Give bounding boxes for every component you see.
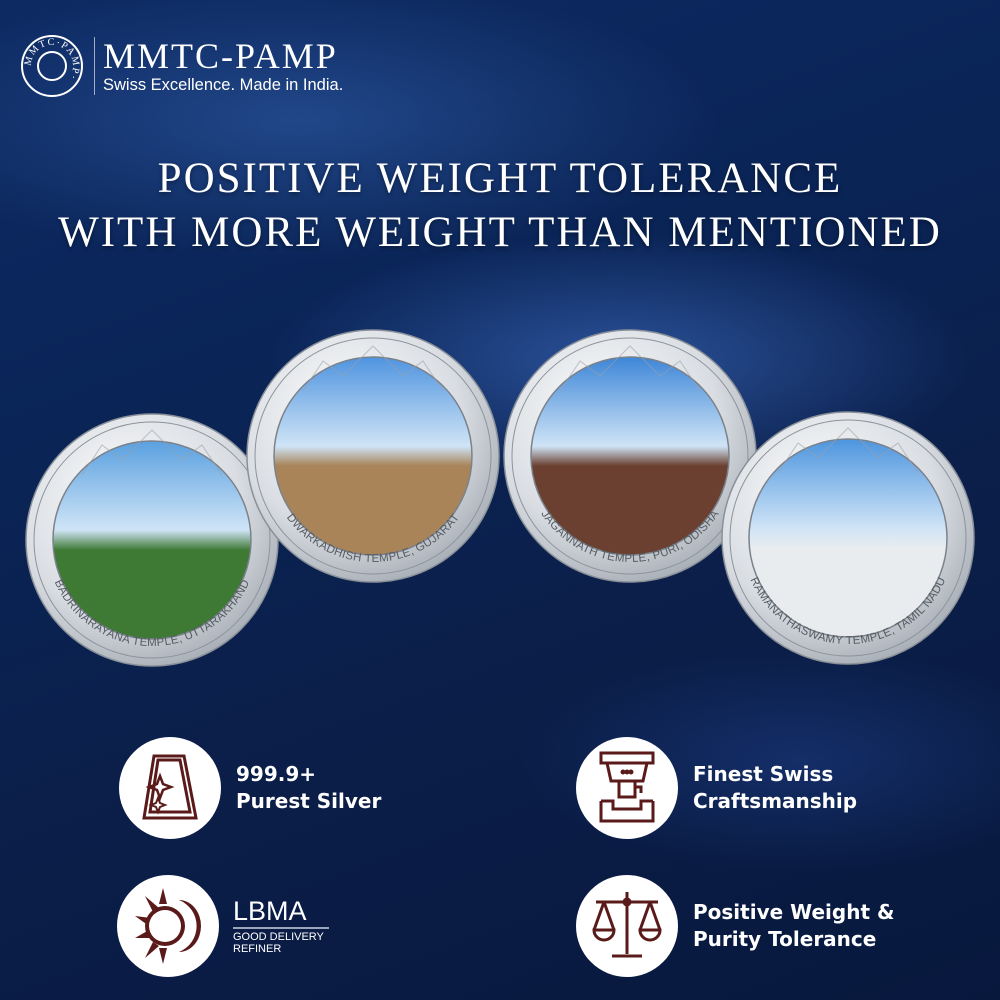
coin-ramanathaswamy: RAMANATHASWAMY TEMPLE, TAMIL NADU [720, 410, 976, 666]
lbma-subtitle-2: REFINER [233, 943, 282, 955]
feature-line-1: Positive Weight & [693, 900, 895, 924]
minting-press-icon [576, 737, 678, 839]
feature-line-1: Finest Swiss [693, 762, 834, 786]
scales-icon [576, 875, 678, 977]
brand-logo: MMTC·PAMP· MMTC-PAMP Swiss Excellence. M… [20, 34, 343, 98]
feature-purest-silver: 999.9+ Purest Silver [119, 737, 381, 839]
feature-line-2: Purity Tolerance [693, 927, 877, 951]
coin-badrinarayana: BADRINARAYANA TEMPLE, UTTARAKHAND [24, 412, 280, 668]
lbma-title: LBMA [233, 896, 307, 926]
brand-tagline: Swiss Excellence. Made in India. [103, 75, 344, 94]
lbma-sun-icon [117, 875, 219, 977]
feature-line-2: Purest Silver [236, 789, 382, 813]
feature-lbma: LBMA GOOD DELIVERY REFINER [117, 875, 329, 977]
lbma-divider [233, 927, 329, 929]
brand-name: MMTC-PAMP [103, 35, 338, 76]
mmtc-pamp-seal-icon: MMTC·PAMP· [21, 35, 83, 97]
headline-line-2: WITH MORE WEIGHT THAN MENTIONED [58, 209, 942, 256]
temple-image [273, 356, 473, 556]
lbma-subtitle-1: GOOD DELIVERY [233, 931, 324, 943]
temple-image [52, 440, 252, 640]
headline-line-1: POSITIVE WEIGHT TOLERANCE [157, 155, 843, 202]
headline: POSITIVE WEIGHT TOLERANCE WITH MORE WEIG… [0, 152, 1000, 260]
logo-divider [94, 37, 95, 95]
silver-bar-icon [119, 737, 221, 839]
temple-image [748, 438, 948, 638]
temple-image [530, 356, 730, 556]
feature-line-2: Craftsmanship [693, 789, 858, 813]
feature-swiss-craftsmanship: Finest Swiss Craftsmanship [576, 737, 857, 839]
coin-dwarkadhish: DWARKADHISH TEMPLE, GUJARAT [245, 328, 501, 584]
feature-line-1: 999.9+ [236, 762, 317, 786]
coin-jagannath: JAGANNATH TEMPLE, PURI, ODISHA [502, 328, 758, 584]
feature-positive-weight: Positive Weight & Purity Tolerance [576, 875, 894, 977]
